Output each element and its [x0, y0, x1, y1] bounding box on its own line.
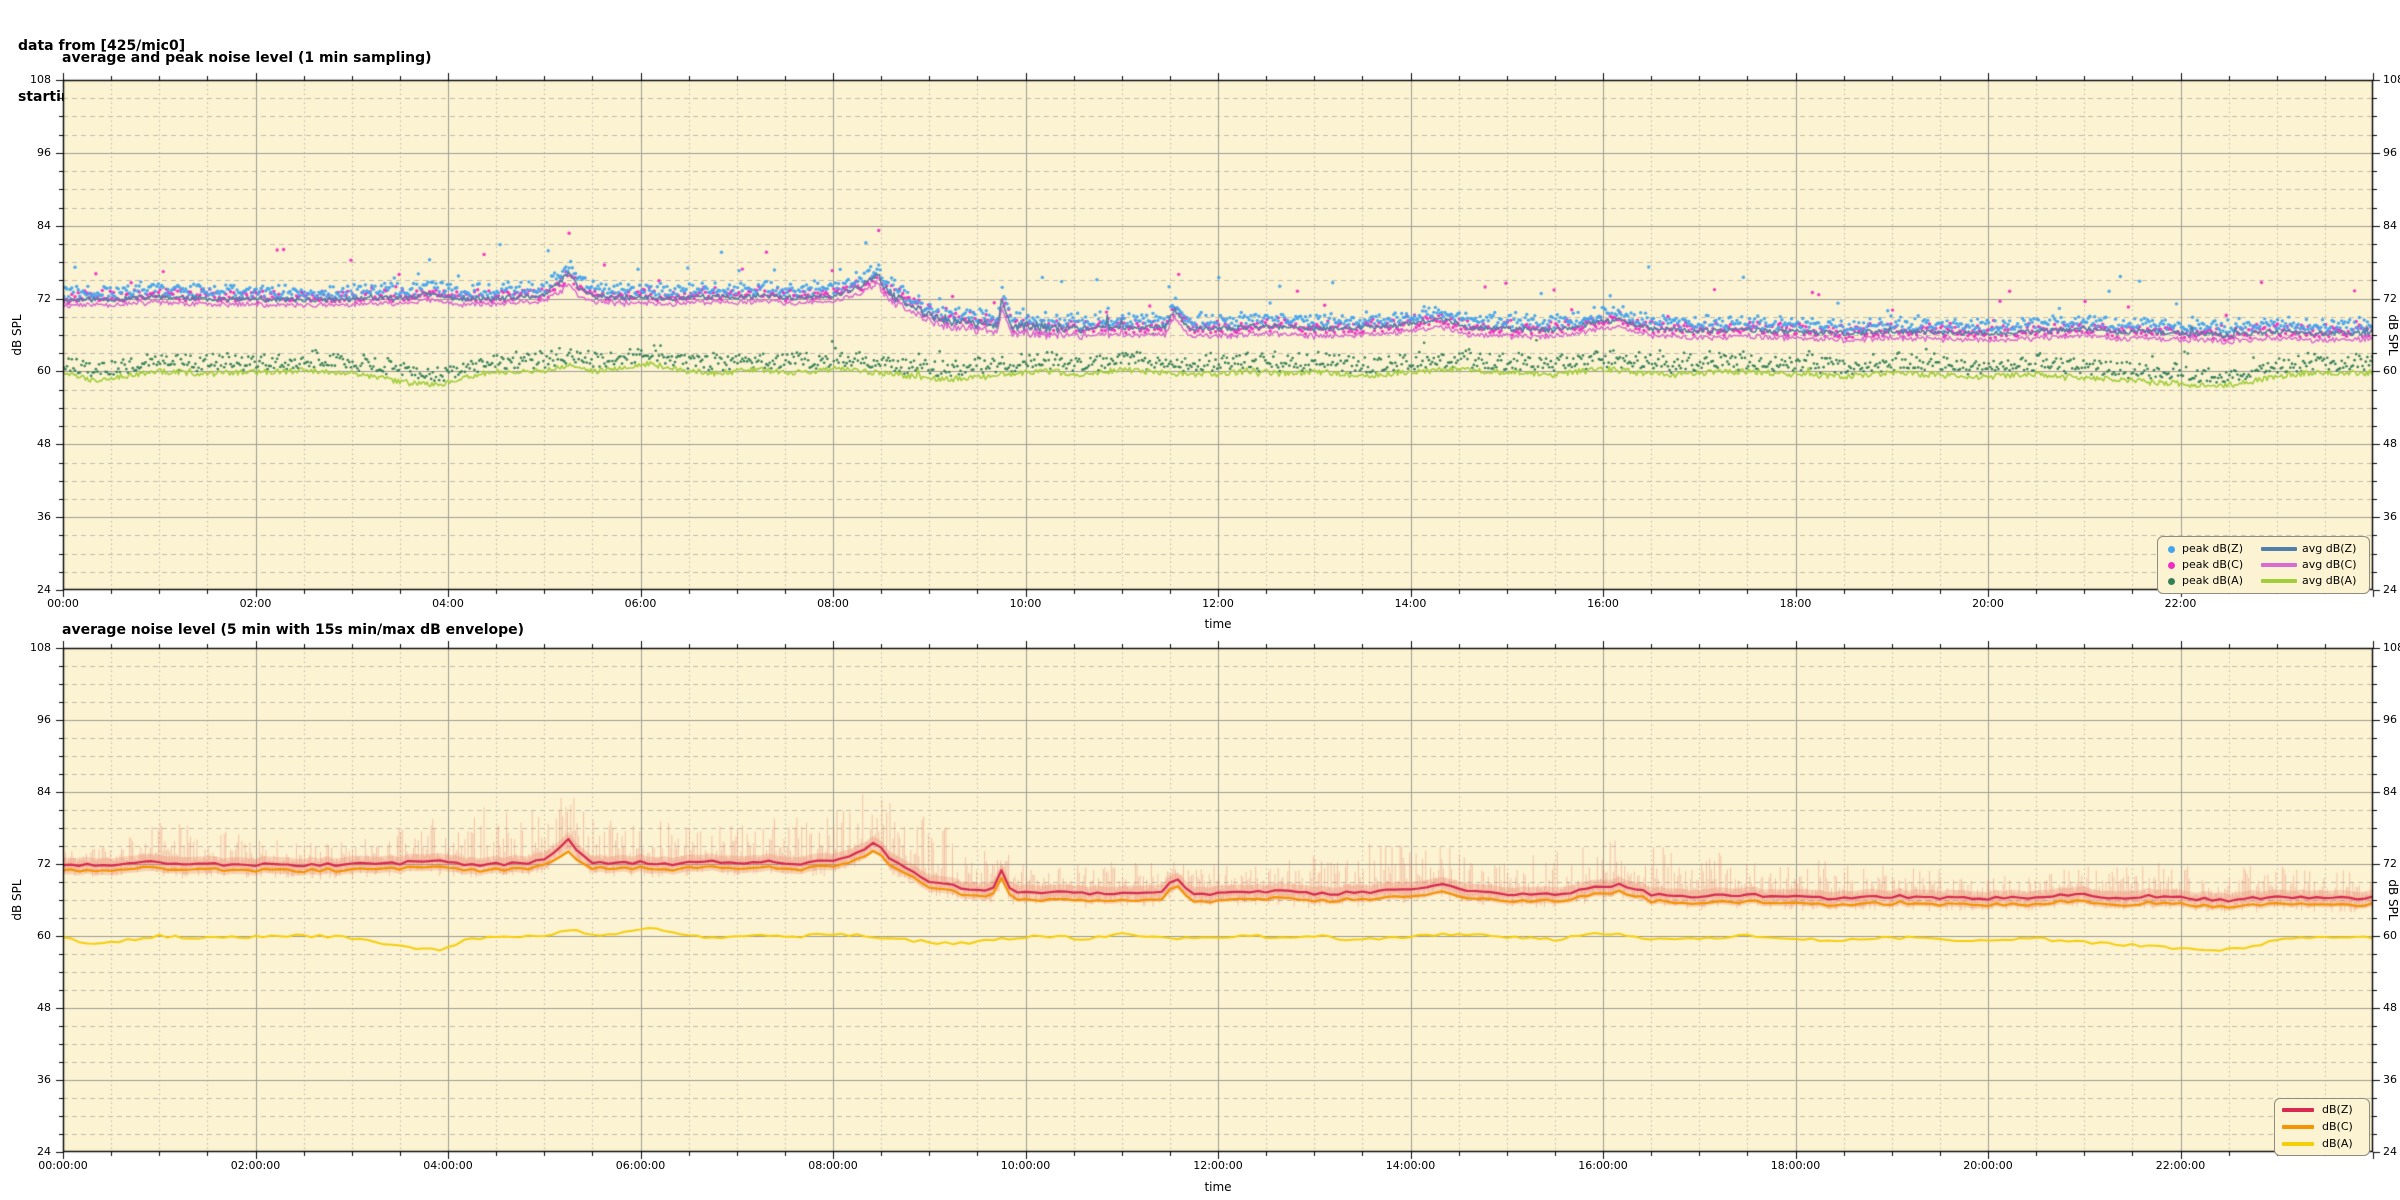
top-xaxis-title: time	[1204, 617, 1232, 631]
x-tick-label: 04:00:00	[423, 1159, 473, 1172]
peak-dba-marker-icon	[2167, 577, 2175, 585]
avg-dbc-label: avg dB(C)	[2302, 558, 2357, 571]
x-tick-label: 18:00:00	[1770, 1159, 1821, 1172]
x-tick-label: 10:00:00	[1000, 1159, 1051, 1172]
y-tick-label-left: 60	[37, 929, 51, 942]
x-tick-label: 02:00	[239, 597, 272, 610]
dbz-line-icon	[2282, 1108, 2314, 1112]
x-tick-label: 02:00:00	[230, 1159, 281, 1172]
dbc-label: dB(C)	[2322, 1120, 2353, 1133]
chart-canvas-0	[39, 68, 2387, 602]
x-tick-label: 22:00:00	[2155, 1159, 2206, 1172]
y-tick-label-right: 84	[2383, 785, 2397, 798]
y-tick-label-left: 84	[37, 785, 51, 798]
x-tick-label: 18:00	[1779, 597, 1812, 610]
x-tick-label: 06:00:00	[615, 1159, 666, 1172]
x-tick-label: 04:00	[432, 597, 464, 610]
y-tick-label-left: 48	[37, 437, 51, 451]
peak-dbz-label: peak dB(Z)	[2182, 542, 2244, 555]
y-tick-label-right: 72	[2383, 857, 2397, 870]
x-tick-label: 08:00	[817, 597, 849, 610]
avg-dba-line-icon	[2261, 579, 2297, 583]
bottom-chart-title: average noise level (5 min with 15s min/…	[62, 622, 525, 638]
y-tick-label-right: 36	[2383, 510, 2397, 524]
x-tick-label: 20:00	[1972, 597, 2004, 610]
x-tick-label: 00:00:00	[38, 1159, 88, 1172]
x-tick-label: 16:00	[1587, 597, 1619, 610]
peak-dbc-marker-icon	[2167, 561, 2175, 569]
top-chart-title: average and peak noise level (1 min samp…	[62, 50, 432, 66]
dbz-label: dB(Z)	[2322, 1103, 2353, 1116]
y-tick-label-left: 60	[37, 364, 51, 378]
x-tick-label: 20:00:00	[1963, 1159, 2013, 1172]
x-tick-label: 22:00	[2164, 597, 2197, 610]
y-tick-label-right: 84	[2383, 218, 2397, 232]
y-tick-label-left: 96	[37, 145, 51, 159]
y-tick-label-left: 84	[37, 218, 51, 232]
y-tick-label-left: 36	[37, 1073, 51, 1086]
x-tick-label: 14:00	[1394, 597, 1427, 610]
y-tick-label-right: 96	[2383, 145, 2397, 159]
avg-dbc-line-icon	[2261, 563, 2297, 567]
bottom-legend: dB(Z) dB(C) dB(A)	[2274, 1098, 2370, 1156]
y-tick-label-left: 72	[37, 291, 51, 305]
y-tick-label-right: 60	[2383, 929, 2397, 942]
x-tick-label: 08:00:00	[808, 1159, 858, 1172]
y-tick-label-left: 96	[37, 713, 51, 726]
bottom-yaxis-title-left: dB SPL	[10, 879, 24, 921]
y-tick-label-left: 108	[30, 73, 51, 86]
y-tick-label-left: 24	[37, 583, 51, 596]
x-tick-label: 00:00	[47, 597, 79, 610]
x-tick-label: 12:00	[1202, 597, 1234, 610]
y-tick-label-right: 48	[2383, 1001, 2397, 1014]
y-tick-label-right: 48	[2383, 437, 2397, 451]
y-tick-label-right: 60	[2383, 364, 2397, 378]
y-tick-label-left: 36	[37, 510, 51, 524]
peak-dbc-label: peak dB(C)	[2182, 558, 2244, 571]
y-tick-label-right: 108	[2383, 73, 2400, 86]
dba-label: dB(A)	[2322, 1137, 2353, 1150]
x-tick-label: 06:00	[624, 597, 657, 610]
y-tick-label-right: 96	[2383, 713, 2397, 726]
y-tick-label-left: 24	[37, 1145, 51, 1158]
dba-line-icon	[2282, 1142, 2314, 1146]
header-line-1: data from [425/mic0]	[18, 38, 186, 54]
y-tick-label-left: 72	[37, 857, 51, 870]
y-tick-label-right: 108	[2383, 641, 2400, 654]
y-tick-label-left: 108	[30, 641, 51, 654]
x-tick-label: 12:00:00	[1193, 1159, 1243, 1172]
peak-dba-label: peak dB(A)	[2182, 574, 2243, 587]
y-tick-label-right: 36	[2383, 1073, 2397, 1086]
y-tick-label-right: 24	[2383, 583, 2397, 596]
avg-dbz-label: avg dB(Z)	[2302, 542, 2357, 555]
top-legend: peak dB(Z) avg dB(Z) peak dB(C) avg dB(C…	[2157, 536, 2370, 594]
x-tick-label: 14:00:00	[1385, 1159, 1436, 1172]
y-tick-label-left: 48	[37, 1001, 51, 1014]
x-tick-label: 16:00:00	[1578, 1159, 1628, 1172]
peak-dbz-marker-icon	[2167, 545, 2175, 553]
avg-dbz-line-icon	[2261, 547, 2297, 551]
y-tick-label-right: 24	[2383, 1145, 2397, 1158]
dbc-line-icon	[2282, 1125, 2314, 1129]
x-tick-label: 10:00	[1009, 597, 1042, 610]
bottom-xaxis-title: time	[1204, 1180, 1232, 1194]
avg-dba-label: avg dB(A)	[2302, 574, 2357, 587]
chart-canvas-1	[39, 636, 2387, 1164]
y-tick-label-right: 72	[2383, 291, 2397, 305]
